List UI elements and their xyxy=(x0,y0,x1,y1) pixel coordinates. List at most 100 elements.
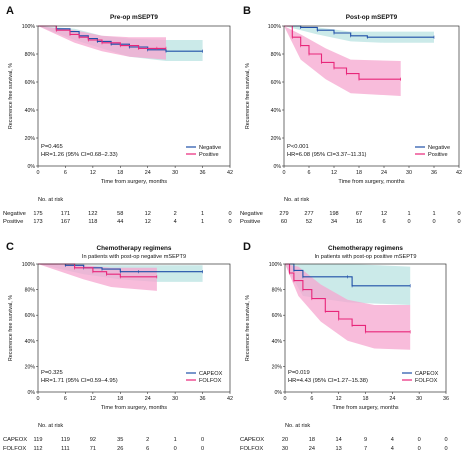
legend-label: Positive xyxy=(199,152,219,158)
risk-count: 0 xyxy=(174,446,177,452)
x-axis-label: Time from surgery, months xyxy=(338,179,404,185)
hazard-ratio: HR=4.43 (95% CI=1.27–15.38) xyxy=(288,378,368,384)
y-tick-label: 0% xyxy=(28,164,36,170)
risk-count: 2 xyxy=(146,437,149,443)
x-tick-label: 42 xyxy=(227,396,233,402)
risk-count: 175 xyxy=(33,211,42,217)
risk-row-label: CAPEOX xyxy=(240,437,264,443)
risk-count: 67 xyxy=(356,211,362,217)
risk-count: 0 xyxy=(444,446,447,452)
x-tick-label: 36 xyxy=(443,396,449,402)
risk-row-label: FOLFOX xyxy=(240,446,263,452)
x-axis-label: Time from surgery, months xyxy=(101,405,167,411)
risk-count: 16 xyxy=(356,219,362,225)
risk-count: 7 xyxy=(364,446,367,452)
risk-count: 4 xyxy=(391,437,394,443)
x-tick-label: 0 xyxy=(37,396,40,402)
risk-count: 71 xyxy=(90,446,96,452)
x-tick-label: 6 xyxy=(308,170,311,176)
ci-band-positive xyxy=(284,26,401,96)
panel-letter: B xyxy=(243,5,251,17)
y-axis-label: Recurrence free survival, % xyxy=(245,295,251,361)
risk-row-label: Negative xyxy=(240,211,263,217)
y-tick-label: 60% xyxy=(271,80,282,86)
x-tick-label: 18 xyxy=(363,396,369,402)
risk-count: 44 xyxy=(117,219,123,225)
risk-count: 167 xyxy=(61,219,70,225)
risk-table-title: No. at risk xyxy=(38,423,63,429)
risk-count: 24 xyxy=(309,446,315,452)
p-value: P=0.325 xyxy=(41,370,63,376)
risk-table-title: No. at risk xyxy=(38,197,63,203)
risk-count: 14 xyxy=(336,437,342,443)
risk-count: 4 xyxy=(391,446,394,452)
risk-count: 6 xyxy=(382,219,385,225)
x-tick-label: 6 xyxy=(64,396,67,402)
legend-label: FOLFOX xyxy=(415,378,438,384)
x-tick-label: 18 xyxy=(356,170,362,176)
km-curve-folfox xyxy=(285,263,411,333)
risk-row-label: Positive xyxy=(240,219,260,225)
legend-label: Positive xyxy=(428,152,448,158)
risk-count: 26 xyxy=(117,446,123,452)
panel-letter: D xyxy=(243,241,251,253)
y-tick-label: 40% xyxy=(272,339,283,345)
y-tick-label: 0% xyxy=(274,164,282,170)
x-tick-label: 18 xyxy=(117,170,123,176)
risk-count: 111 xyxy=(61,446,70,452)
x-tick-label: 36 xyxy=(431,170,437,176)
x-tick-label: 30 xyxy=(172,170,178,176)
risk-count: 30 xyxy=(282,446,288,452)
risk-count: 119 xyxy=(34,437,43,443)
x-tick-label: 42 xyxy=(456,170,462,176)
risk-count: 13 xyxy=(336,446,342,452)
x-tick-label: 12 xyxy=(336,396,342,402)
km-curve-positive xyxy=(284,25,401,80)
y-tick-label: 100% xyxy=(268,24,282,30)
x-tick-label: 24 xyxy=(145,396,151,402)
y-tick-label: 80% xyxy=(25,52,36,58)
risk-count: 0 xyxy=(418,446,421,452)
x-tick-label: 12 xyxy=(331,170,337,176)
risk-count: 118 xyxy=(88,219,97,225)
risk-row-label: Negative xyxy=(3,211,26,217)
y-tick-label: 20% xyxy=(25,364,36,370)
risk-count: 0 xyxy=(201,446,204,452)
x-tick-label: 42 xyxy=(227,170,233,176)
y-axis-label: Recurrence free survival, % xyxy=(8,63,14,129)
hazard-ratio: HR=1.71 (95% CI=0.59–4.95) xyxy=(41,378,118,384)
legend-label: Negative xyxy=(428,145,450,151)
x-tick-label: 18 xyxy=(117,396,123,402)
risk-count: 12 xyxy=(145,211,151,217)
y-tick-label: 60% xyxy=(25,80,36,86)
y-tick-label: 20% xyxy=(25,136,36,142)
risk-count: 12 xyxy=(145,219,151,225)
risk-count: 277 xyxy=(304,211,313,217)
risk-count: 18 xyxy=(309,437,315,443)
x-tick-label: 24 xyxy=(389,396,395,402)
x-tick-label: 24 xyxy=(145,170,151,176)
x-tick-label: 6 xyxy=(310,396,313,402)
risk-count: 2 xyxy=(174,211,177,217)
y-tick-label: 60% xyxy=(25,313,36,319)
y-tick-label: 0% xyxy=(275,390,283,396)
risk-table-title: No. at risk xyxy=(285,423,310,429)
p-value: P=0.465 xyxy=(41,144,63,150)
y-tick-label: 80% xyxy=(272,288,283,294)
y-tick-label: 20% xyxy=(271,136,282,142)
panel-subtitle: In patients with post-op negative mSEPT9 xyxy=(82,254,186,260)
y-tick-label: 20% xyxy=(272,364,283,370)
y-tick-label: 0% xyxy=(28,390,36,396)
y-tick-label: 80% xyxy=(271,52,282,58)
legend-label: CAPEOX xyxy=(199,371,223,377)
y-axis-label: Recurrence free survival, % xyxy=(245,63,251,129)
risk-count: 198 xyxy=(329,211,338,217)
risk-count: 34 xyxy=(331,219,337,225)
risk-count: 52 xyxy=(306,219,312,225)
risk-count: 1 xyxy=(407,211,410,217)
panel-title: Chemotherapy regimens xyxy=(328,245,403,252)
x-axis-label: Time from surgery, months xyxy=(101,179,167,185)
p-value: P<0.001 xyxy=(287,144,309,150)
